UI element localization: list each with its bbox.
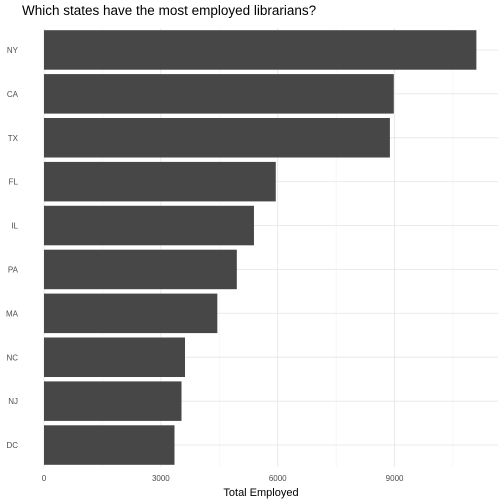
x-axis-label: Total Employed (223, 487, 298, 499)
x-tick-label: 3000 (152, 474, 170, 483)
bar-dc (44, 425, 175, 465)
y-tick-label: PA (8, 265, 19, 274)
bar-tx (44, 117, 390, 158)
y-axis-ticks: NY CA TX FL IL PA MA NC NJ DC (6, 46, 19, 450)
y-tick-label: NJ (8, 397, 18, 406)
x-tick-label: 6000 (269, 474, 287, 483)
y-tick-label: NY (7, 46, 19, 55)
y-tick-label: TX (8, 134, 19, 143)
bar-nj (44, 381, 182, 421)
x-axis-ticks: 0 3000 6000 9000 (42, 474, 404, 483)
bar-ca (44, 74, 394, 114)
bars (44, 30, 477, 465)
bar-ny (44, 30, 477, 70)
x-tick-label: 9000 (386, 474, 404, 483)
y-tick-label: FL (9, 178, 19, 187)
bar-il (44, 205, 254, 246)
y-tick-label: DC (6, 441, 18, 450)
y-tick-label: IL (11, 222, 18, 231)
bar-nc (44, 337, 186, 378)
chart-title: Which states have the most employed libr… (22, 3, 316, 18)
y-tick-label: MA (6, 309, 19, 318)
y-tick-label: CA (7, 90, 19, 99)
bar-fl (44, 161, 276, 202)
x-tick-label: 0 (42, 474, 47, 483)
bar-pa (44, 249, 237, 290)
y-tick-label: NC (6, 353, 18, 362)
bar-ma (44, 293, 218, 334)
